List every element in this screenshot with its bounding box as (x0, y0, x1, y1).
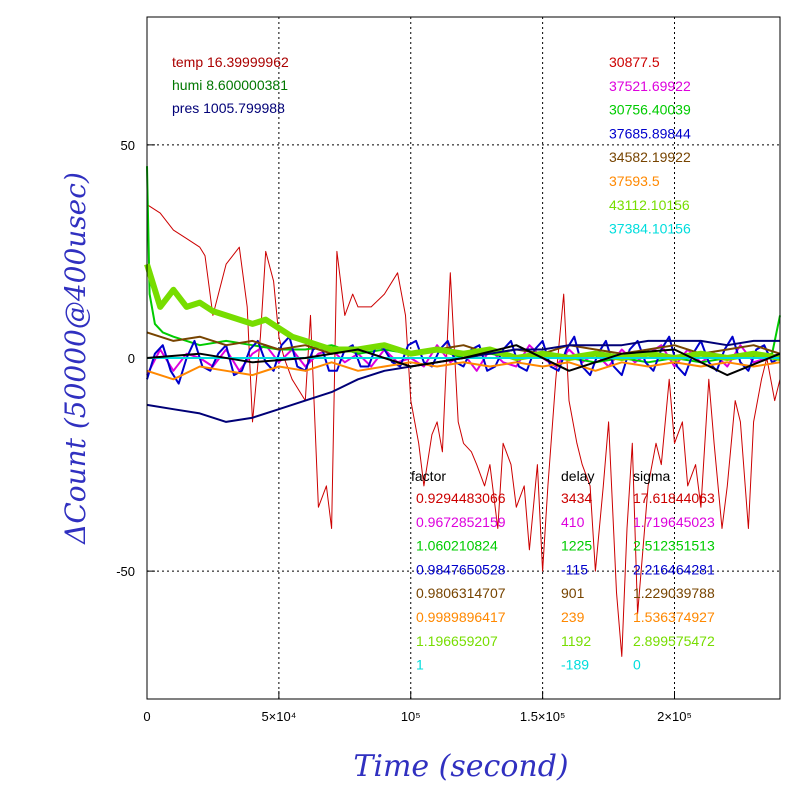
series-value: 43112.10156 (609, 197, 690, 213)
series-value: 37384.10156 (609, 221, 691, 237)
table-cell-factor: 0.9989896417 (416, 609, 506, 625)
table-cell-delay: 1225 (561, 538, 592, 554)
x-tick-label: 10⁵ (401, 709, 421, 724)
series-value: 37685.89844 (609, 125, 691, 141)
x-tick-label: 2×10⁵ (657, 709, 692, 724)
env-readout: humi 8.600000381 (172, 77, 288, 93)
table-cell-sigma: 2.512351513 (633, 538, 715, 554)
x-tick-label: 1.5×10⁵ (520, 709, 566, 724)
table-cell-factor: 0.9672852159 (416, 514, 506, 530)
table-header-delay: delay (561, 468, 594, 484)
env-readout: temp 16.39999962 (172, 54, 289, 70)
table-cell-factor: 1.196659207 (416, 633, 498, 649)
series-line-5 (146, 361, 781, 381)
table-cell-factor: 0.9806314707 (416, 585, 506, 601)
table-cell-factor: 1 (416, 657, 424, 673)
axis-ticks: 0 5×10⁴ 10⁵ 1.5×10⁵ 2×10⁵ 50 0 -50 (116, 138, 692, 724)
series-value: 34582.19922 (609, 149, 691, 165)
y-tick-label: -50 (116, 564, 135, 579)
series-lines (144, 166, 781, 657)
table-cell-sigma: 0 (633, 657, 641, 673)
series-value: 30756.40039 (609, 102, 691, 118)
table-cell-delay: -115 (561, 561, 588, 577)
table-header-sigma: sigma (633, 468, 671, 484)
y-axis-label: ΔCount (50000@400usec) (59, 172, 92, 545)
series-line-4 (146, 331, 781, 355)
x-axis-label: Time (second) (353, 749, 568, 784)
table-cell-sigma: 17.61844063 (633, 490, 715, 506)
table-cell-sigma: 1.536374927 (633, 609, 715, 625)
table-cell-delay: 410 (561, 514, 585, 530)
series-line-9 (146, 344, 781, 377)
x-tick-label: 0 (143, 709, 150, 724)
env-readout: pres 1005.799988 (172, 100, 285, 116)
table-cell-delay: 901 (561, 585, 585, 601)
table-cell-sigma: 2.216464281 (633, 561, 715, 577)
annotations: temp 16.39999962 humi 8.600000381 pres 100… (172, 54, 715, 673)
table-cell-factor: 0.9847650528 (416, 561, 506, 577)
table-cell-delay: 1192 (561, 633, 591, 649)
table-header-factor: factor (411, 468, 446, 484)
table-cell-delay: 239 (561, 609, 585, 625)
y-tick-label: 50 (121, 138, 135, 153)
series-value: 30877.5 (609, 54, 660, 70)
table-cell-sigma: 1.719645023 (633, 514, 715, 530)
table-cell-sigma: 1.229039788 (633, 585, 715, 601)
y-tick-label: 0 (128, 351, 135, 366)
x-tick-label: 5×10⁴ (261, 709, 296, 724)
table-cell-sigma: 2.899575472 (633, 633, 715, 649)
series-line-6 (144, 263, 781, 361)
table-cell-factor: 0.9294483066 (416, 490, 506, 506)
series-value: 37521.69922 (609, 78, 691, 94)
table-cell-delay: 3434 (561, 490, 592, 506)
table-cell-factor: 1.060210824 (416, 538, 498, 554)
table-cell-delay: -189 (561, 657, 589, 673)
series-value: 37593.5 (609, 173, 660, 189)
